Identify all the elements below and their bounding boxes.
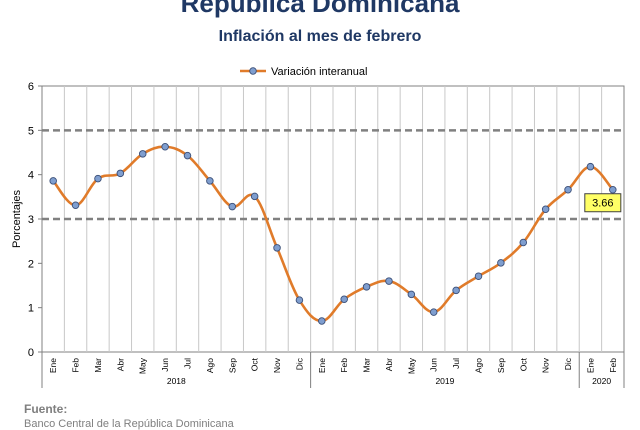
year-label: 2019	[435, 376, 454, 386]
data-point	[609, 185, 617, 194]
y-tick-label: 1	[28, 303, 34, 315]
legend-marker	[249, 67, 257, 75]
annotation-box	[584, 193, 622, 213]
data-point	[116, 169, 125, 178]
y-tick-label: 0	[28, 347, 34, 359]
data-point	[206, 177, 214, 185]
data-point	[273, 244, 281, 252]
annotation-label: 3.66	[592, 198, 613, 210]
x-tick-label: Ene	[48, 358, 58, 373]
x-tick-label: Sep	[496, 358, 506, 373]
y-tick-label: 5	[28, 125, 34, 137]
data-point	[228, 202, 237, 211]
data-point	[407, 290, 416, 299]
data-point	[497, 259, 505, 267]
data-point	[250, 192, 259, 201]
x-tick-label: Mar	[362, 358, 372, 373]
x-tick-label: Nov	[541, 357, 551, 373]
x-tick-label: Oct	[250, 357, 260, 371]
x-tick-label: Feb	[608, 358, 618, 373]
data-point	[295, 296, 304, 304]
data-point	[541, 205, 550, 213]
x-tick-label: Jun	[160, 358, 170, 372]
x-tick-label: Mar	[93, 358, 103, 373]
data-point	[94, 174, 102, 183]
legend-label: Variación interanual	[271, 66, 367, 78]
data-point	[564, 185, 572, 194]
data-point	[49, 177, 57, 185]
data-point	[138, 150, 147, 158]
x-tick-label: Ago	[205, 358, 215, 373]
x-tick-label: Feb	[339, 358, 349, 373]
x-tick-label: May	[138, 357, 148, 374]
y-tick-label: 3	[28, 214, 34, 226]
x-tick-label: Jun	[429, 358, 439, 372]
x-tick-label: Dic	[294, 357, 304, 370]
data-point	[161, 142, 169, 151]
x-tick-label: Nov	[272, 357, 282, 373]
source-text: Banco Central de la República Dominicana	[24, 418, 234, 430]
data-point	[318, 317, 326, 325]
source-label: Fuente:	[24, 402, 68, 416]
y-tick-label: 6	[28, 81, 34, 93]
x-tick-label: Sep	[227, 358, 237, 373]
x-tick-label: Ene	[317, 358, 327, 373]
data-point	[452, 286, 460, 295]
data-point	[586, 162, 595, 171]
x-tick-label: Ago	[474, 358, 484, 373]
x-tick-label: Dic	[563, 357, 573, 370]
y-tick-label: 4	[28, 170, 34, 182]
data-point	[429, 308, 438, 316]
data-point	[71, 201, 80, 210]
data-point	[385, 277, 393, 285]
chart-title: República Dominicana	[180, 0, 460, 18]
data-point	[183, 151, 192, 160]
x-tick-label: Oct	[518, 357, 528, 371]
data-point	[519, 238, 528, 247]
y-axis-label: Porcentajes	[11, 189, 23, 248]
x-tick-label: Ene	[585, 358, 595, 373]
x-tick-label: Abr	[115, 358, 125, 371]
x-tick-label: Abr	[384, 358, 394, 371]
y-tick-label: 2	[28, 258, 34, 270]
data-point	[340, 295, 348, 303]
x-tick-label: Jul	[451, 358, 461, 369]
x-tick-label: Jul	[183, 358, 193, 369]
year-label: 2018	[167, 376, 186, 386]
chart-subtitle: Inflación al mes de febrero	[218, 28, 422, 45]
x-tick-label: Feb	[71, 358, 81, 373]
data-point	[474, 272, 483, 280]
year-label: 2020	[592, 376, 611, 386]
data-point	[362, 283, 371, 291]
x-tick-label: May	[406, 357, 416, 374]
